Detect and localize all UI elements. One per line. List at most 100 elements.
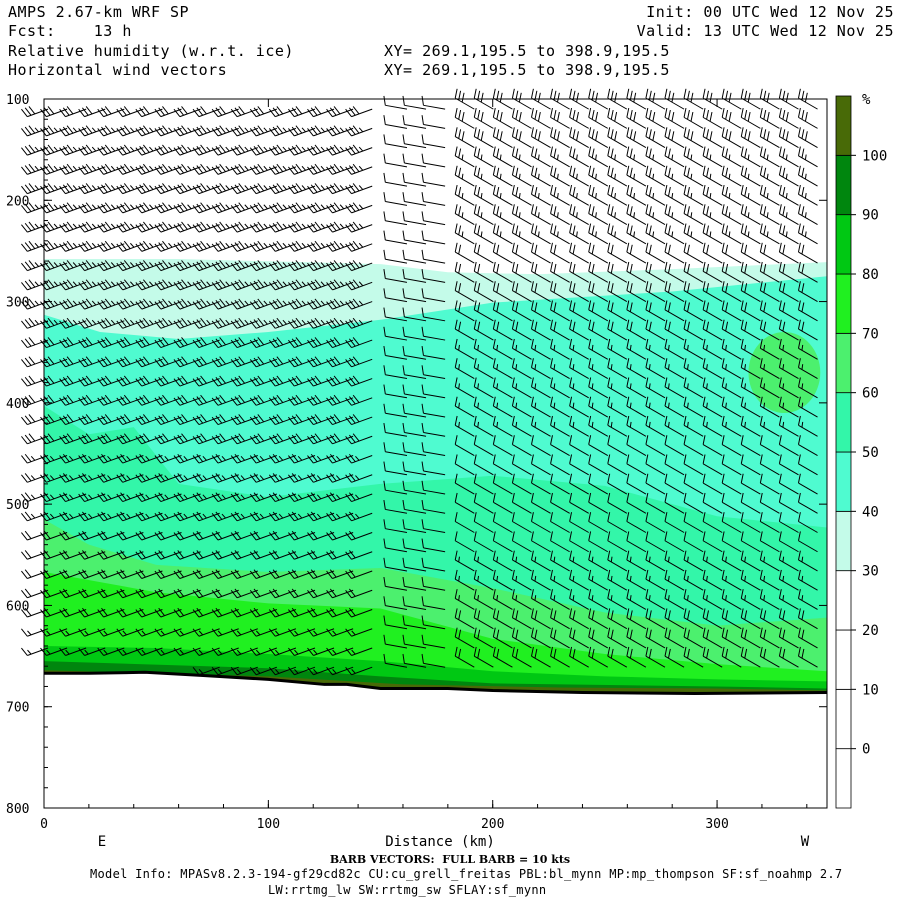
barb-flag [402, 365, 405, 375]
barb-shaft [664, 232, 685, 245]
barb-half-flag [537, 231, 540, 237]
wind-barb [511, 415, 532, 437]
barb-flag [348, 242, 356, 251]
barb-flag [721, 569, 725, 580]
barb-shaft [683, 174, 704, 187]
barb-flag [511, 204, 515, 214]
barb-flag [626, 646, 630, 657]
wind-barb [550, 415, 570, 437]
barb-flag [645, 88, 649, 99]
wind-barb [626, 589, 647, 610]
barb-flag [40, 128, 47, 137]
wind-barb [192, 511, 220, 522]
barb-shaft [474, 521, 494, 533]
barb-flag [421, 211, 424, 221]
wind-barb [569, 242, 589, 264]
barb-flag [154, 493, 162, 502]
barb-shaft [423, 335, 446, 341]
wind-barb [759, 204, 780, 226]
barb-flag [348, 338, 356, 347]
barb-shaft [607, 97, 628, 110]
barb-flag [314, 240, 322, 249]
barb-half-flag [88, 455, 93, 461]
barb-shaft [626, 155, 647, 168]
barb-half-flag [629, 595, 632, 601]
wind-barb [702, 646, 723, 668]
barb-flag [47, 317, 55, 326]
barb-shaft [423, 297, 446, 303]
wind-barb [97, 163, 125, 175]
wind-barb [473, 146, 494, 168]
wind-barb [40, 473, 68, 483]
barb-half-flag [301, 281, 306, 287]
wind-barb [97, 375, 125, 387]
barb-flag [162, 394, 169, 403]
barb-flag [307, 397, 314, 406]
wind-barb [78, 414, 106, 426]
barb-flag [101, 280, 108, 289]
wind-barb [249, 279, 278, 291]
wind-barb [550, 396, 570, 418]
barb-flag [192, 359, 200, 368]
barb-flag [352, 298, 360, 307]
barb-flag [569, 127, 573, 137]
wind-barb [59, 607, 87, 618]
barb-flag [515, 610, 519, 620]
barb-flag [288, 262, 295, 271]
wind-barb [230, 317, 258, 329]
barb-flag [310, 588, 318, 597]
barb-flag [200, 394, 207, 403]
barb-flag [702, 415, 706, 426]
wind-barb [569, 261, 589, 283]
barb-flag [496, 629, 500, 640]
barb-flag [531, 569, 534, 580]
barb-flag [181, 163, 188, 172]
barb-flag [477, 610, 481, 620]
barb-half-flag [27, 630, 32, 636]
wind-barb [492, 319, 513, 341]
wind-barb [645, 300, 666, 322]
barb-flag [257, 260, 265, 269]
barb-half-flag [496, 344, 499, 351]
barb-half-flag [141, 630, 146, 636]
wind-barb [402, 365, 427, 380]
barb-flag [511, 531, 515, 541]
wind-barb [230, 628, 258, 637]
barb-flag [348, 473, 356, 482]
wind-barb [550, 608, 570, 630]
barb-flag [62, 184, 70, 193]
barb-flag [257, 279, 265, 288]
barb-flag [740, 281, 744, 291]
barb-flag [607, 550, 611, 561]
wind-barb [345, 511, 373, 522]
barb-half-flag [744, 421, 747, 428]
wind-barb [588, 627, 609, 649]
barb-shaft [454, 116, 475, 129]
wind-barb [345, 647, 373, 656]
wind-barb [473, 165, 494, 187]
barb-flag [531, 608, 534, 618]
wind-barb [721, 492, 742, 514]
barb-shaft [423, 239, 446, 245]
wind-barb [702, 608, 723, 630]
barb-flag [610, 129, 614, 139]
barb-shaft [474, 232, 494, 245]
barb-flag [101, 146, 108, 155]
wind-barb [249, 607, 278, 618]
barb-flag [333, 260, 341, 269]
barb-half-flag [168, 223, 173, 229]
wind-barb [550, 377, 570, 399]
wind-barb [683, 377, 704, 399]
wind-barb [21, 337, 49, 349]
barb-flag [173, 166, 181, 175]
barb-flag [123, 163, 131, 172]
barb-flag [21, 243, 28, 252]
barb-flag [402, 326, 405, 337]
barb-flag [120, 492, 127, 501]
barb-flag [534, 302, 538, 312]
barb-flag [97, 436, 104, 445]
barb-shaft [512, 463, 532, 476]
wind-barb [59, 550, 87, 560]
barb-flag [21, 378, 28, 387]
barb-flag [162, 433, 169, 442]
